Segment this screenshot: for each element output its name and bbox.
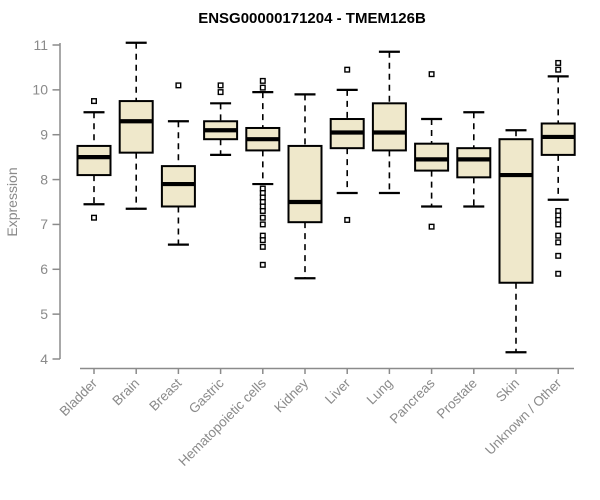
outlier-point [217, 82, 224, 89]
boxplot-prostate [456, 111, 492, 208]
x-axis-category-label: Brain [109, 376, 142, 409]
y-axis-tick-label: 10 [32, 82, 48, 98]
outlier-point [555, 270, 562, 277]
outlier-point [555, 252, 562, 259]
y-axis: 4 5 6 7 8 9 10 11 [32, 37, 61, 367]
x-axis-category-label: Gastric [186, 375, 227, 416]
boxplot-unknown-other [540, 59, 576, 277]
outlier-point [344, 66, 351, 73]
outlier-point [259, 77, 266, 84]
outlier-point [90, 98, 97, 105]
outlier-point [259, 207, 266, 214]
boxplot-pancreas [414, 71, 450, 230]
iqr-box [371, 102, 407, 152]
outlier-point [90, 214, 97, 221]
plot-root: 4 5 6 7 8 9 10 11 Bladder Brain Breast GastricHemat… [32, 37, 576, 469]
outlier-point [555, 66, 562, 73]
outlier-point [555, 239, 562, 246]
iqr-box [287, 144, 323, 224]
outlier-point [555, 221, 562, 228]
y-axis-title: Expression [4, 167, 20, 236]
outlier-point [259, 261, 266, 268]
outlier-point [259, 243, 266, 250]
x-axis-category-label: Lung [364, 376, 396, 408]
iqr-box [540, 122, 576, 156]
x-axis-category-label: Prostate [434, 376, 480, 422]
x-axis-category-label: Bladder [57, 375, 101, 419]
y-axis-tick-label: 4 [40, 351, 48, 367]
x-axis-category-label: Liver [322, 375, 354, 407]
y-axis-tick-label: 8 [40, 171, 48, 187]
y-axis-tick-label: 9 [40, 127, 48, 143]
outlier-point [259, 237, 266, 244]
boxplot-skin [498, 129, 534, 354]
outlier-point [175, 82, 182, 89]
x-axis-category-label: Skin [493, 376, 522, 405]
y-axis-tick-label: 6 [40, 261, 48, 277]
outlier-point [259, 221, 266, 228]
boxplot-lung [371, 50, 407, 195]
outlier-point [428, 71, 435, 78]
x-axis-category-label: Breast [146, 375, 184, 413]
iqr-box [414, 142, 450, 172]
x-axis-category-label: Pancreas [387, 375, 438, 426]
boxplot-liver [329, 66, 365, 223]
iqr-box [118, 100, 154, 154]
x-axis-category-label: Unknown / Other [482, 375, 565, 458]
outlier-point [259, 214, 266, 221]
y-axis-tick-label: 11 [33, 37, 48, 53]
chart-title: ENSG00000171204 - TMEM126B [198, 10, 426, 27]
boxplot-kidney [287, 93, 323, 280]
iqr-box [498, 138, 534, 284]
outlier-point [555, 59, 562, 66]
y-axis-tick-label: 5 [40, 306, 48, 322]
boxplot-gastric [203, 82, 239, 156]
outlier-point [344, 216, 351, 223]
iqr-box [456, 147, 492, 179]
outlier-point [217, 89, 224, 96]
boxplot-brain [118, 41, 154, 210]
iqr-box [76, 144, 112, 177]
x-axis-category-label: Kidney [271, 375, 311, 415]
iqr-box [160, 165, 196, 208]
y-axis-tick-label: 7 [40, 216, 48, 232]
boxplot-bladder [76, 98, 112, 221]
outlier-point [555, 232, 562, 239]
outlier-point [259, 84, 266, 91]
boxplot-breast [160, 82, 196, 246]
boxplot-hematopoietic-cells [245, 77, 281, 268]
outlier-point [428, 223, 435, 230]
